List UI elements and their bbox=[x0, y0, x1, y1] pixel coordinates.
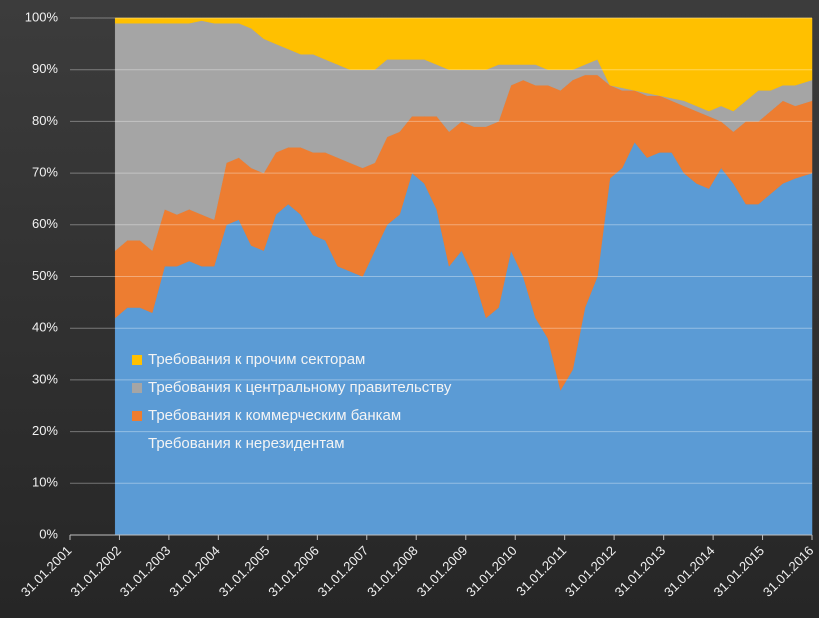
y-tick-label: 100% bbox=[25, 9, 59, 24]
y-tick-label: 0% bbox=[39, 526, 58, 541]
y-tick-label: 30% bbox=[32, 371, 58, 386]
y-tick-label: 60% bbox=[32, 216, 58, 231]
legend-label: Требования к нерезидентам bbox=[148, 435, 345, 452]
y-tick-label: 50% bbox=[32, 268, 58, 283]
legend-swatch bbox=[132, 355, 142, 365]
legend-label: Требования к прочим секторам bbox=[148, 351, 365, 368]
legend-swatch bbox=[132, 383, 142, 393]
legend: Требования к прочим секторам Требования к… bbox=[132, 351, 452, 452]
legend-swatch bbox=[132, 411, 142, 421]
legend-label: Требования к коммерческим банкам bbox=[148, 407, 401, 424]
y-tick-label: 70% bbox=[32, 165, 58, 180]
legend-label: Требования к центральному правительству bbox=[148, 379, 452, 396]
y-tick-label: 40% bbox=[32, 320, 58, 335]
y-tick-label: 10% bbox=[32, 475, 58, 490]
y-tick-label: 20% bbox=[32, 423, 58, 438]
area bbox=[114, 17, 813, 112]
y-tick-label: 80% bbox=[32, 113, 58, 128]
y-tick-label: 90% bbox=[32, 61, 58, 76]
legend-swatch bbox=[132, 439, 142, 449]
plot-area bbox=[70, 17, 813, 536]
